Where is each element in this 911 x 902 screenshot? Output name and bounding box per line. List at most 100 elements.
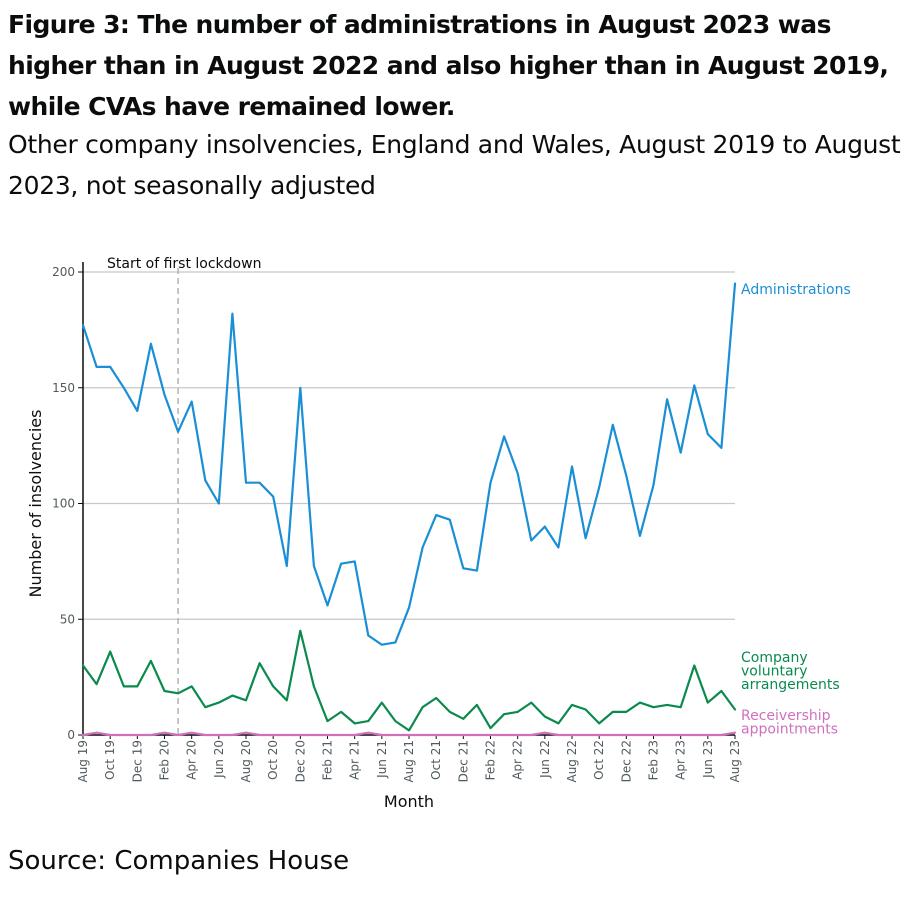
company-voluntary-arrangements-label-line: voluntary (741, 664, 808, 680)
receivership-appointments-point (299, 734, 302, 736)
y-tick-label: 0 (67, 728, 75, 742)
administrations-point (734, 282, 736, 285)
receivership-appointments-point (489, 734, 492, 736)
receivership-appointments-label-line: appointments (741, 722, 838, 738)
administrations-point (652, 484, 655, 486)
x-tick-label: Oct 20 (266, 740, 280, 780)
receivership-appointments-point (693, 734, 696, 736)
x-tick-label: Aug 23 (728, 740, 742, 783)
receivership-appointments-point (204, 734, 207, 736)
source-note: Source: Companies House (8, 846, 350, 876)
company-voluntary-arrangements-label-line: Company (741, 650, 808, 666)
y-tick-label: 50 (60, 612, 75, 626)
company-voluntary-arrangements-point (82, 664, 84, 667)
figure-subtitle: Other company insolvencies, England and … (8, 130, 901, 200)
company-voluntary-arrangements-point (598, 722, 601, 725)
company-voluntary-arrangements-point (543, 715, 546, 718)
y-tick-label: 100 (52, 497, 75, 511)
administrations-point (272, 495, 275, 498)
x-tick-label: Apr 23 (674, 740, 688, 780)
administrations-point (625, 474, 628, 477)
company-voluntary-arrangements-point (557, 722, 560, 725)
company-voluntary-arrangements-point (489, 727, 492, 729)
administrations-label-line: Administrations (741, 282, 851, 298)
receivership-appointments-point (95, 731, 98, 734)
administrations-point (136, 410, 139, 412)
receivership-appointments-point (122, 734, 125, 736)
y-tick-label: 150 (52, 381, 75, 395)
x-tick-label: Feb 21 (321, 740, 335, 780)
x-tick-label: Feb 20 (158, 740, 172, 780)
administrations-label: Administrations (741, 282, 851, 298)
company-voluntary-arrangements-point (326, 720, 329, 722)
receivership-appointments-point (231, 734, 234, 736)
receivership-appointments-point (313, 734, 315, 736)
company-voluntary-arrangements-point (516, 711, 519, 713)
insolvencies-line-chart: Start of first lockdown 0 50 100 150 200 Aug… (26, 256, 851, 811)
series-labels: Administrations Company voluntary arrangeme… (741, 282, 851, 738)
receivership-appointments-point (353, 734, 356, 736)
administrations-point (204, 479, 207, 482)
administrations-point (516, 472, 519, 475)
administrations-point (571, 465, 573, 468)
receivership-appointments-point (217, 734, 220, 736)
lockdown-annotation: Start of first lockdown (107, 256, 261, 735)
administrations-point (448, 518, 451, 521)
x-tick-label: Feb 23 (647, 740, 661, 780)
administrations-point (326, 604, 329, 607)
company-voluntary-arrangements-point (272, 685, 275, 688)
company-voluntary-arrangements-point (435, 697, 438, 699)
receivership-appointments-point (584, 734, 587, 736)
x-tick-labels: Aug 19 Oct 19 Dec 19 Feb 20 Apr 20 Jun 20 Aug … (76, 735, 742, 783)
company-voluntary-arrangements-point (693, 664, 696, 667)
administrations-point (95, 366, 98, 368)
y-axis-title: Number of insolvencies (26, 410, 45, 598)
company-voluntary-arrangements-point (584, 708, 587, 711)
figure-title: Figure 3: The number of administrations … (8, 10, 889, 121)
administrations-point (340, 562, 342, 565)
company-voluntary-arrangements-point (666, 704, 668, 706)
x-tick-label: Aug 22 (565, 740, 579, 783)
receivership-appointments-point (190, 731, 193, 734)
administrations-point (299, 386, 302, 389)
administrations-point (666, 398, 668, 401)
x-axis-title: Month (384, 792, 434, 811)
company-voluntary-arrangements-point (394, 720, 397, 722)
administrations-point (380, 643, 383, 646)
lockdown-annotation-text: Start of first lockdown (107, 256, 261, 272)
company-voluntary-arrangements-point (639, 701, 641, 704)
administrations-point (231, 312, 234, 315)
administrations-point (543, 525, 546, 528)
administrations-point (217, 502, 220, 505)
company-voluntary-arrangements-point (163, 690, 166, 692)
x-tick-label: Dec 21 (456, 740, 470, 782)
receivership-appointments-point (503, 734, 505, 736)
administrations-point (598, 486, 601, 489)
receivership-appointments-point (666, 734, 668, 736)
administrations-point (245, 481, 247, 484)
x-tick-label: Oct 22 (592, 740, 606, 780)
company-voluntary-arrangements-point (503, 713, 505, 716)
company-voluntary-arrangements-point (625, 711, 628, 713)
receivership-appointments-point (136, 734, 139, 736)
administrations-point (557, 546, 560, 549)
receivership-appointments-point (462, 734, 465, 736)
x-tick-label: Dec 20 (293, 740, 307, 782)
x-tick-label: Oct 21 (429, 740, 443, 780)
administrations-point (258, 481, 261, 484)
receivership-appointments-point (258, 734, 261, 736)
company-voluntary-arrangements-point (720, 690, 723, 692)
company-voluntary-arrangements-point (109, 650, 112, 653)
company-voluntary-arrangements-point (285, 699, 288, 702)
x-tick-label: Jun 20 (212, 740, 226, 779)
company-voluntary-arrangements-point (231, 694, 234, 697)
administrations-point (611, 423, 614, 426)
administrations-point (82, 324, 84, 327)
administrations-point (530, 539, 533, 542)
receivership-appointments-point (394, 734, 397, 736)
administrations-point (163, 393, 166, 396)
administrations-point (462, 567, 465, 570)
receivership-appointments-point (476, 734, 478, 736)
administrations-line (81, 282, 737, 646)
receivership-appointments-point (435, 734, 438, 736)
